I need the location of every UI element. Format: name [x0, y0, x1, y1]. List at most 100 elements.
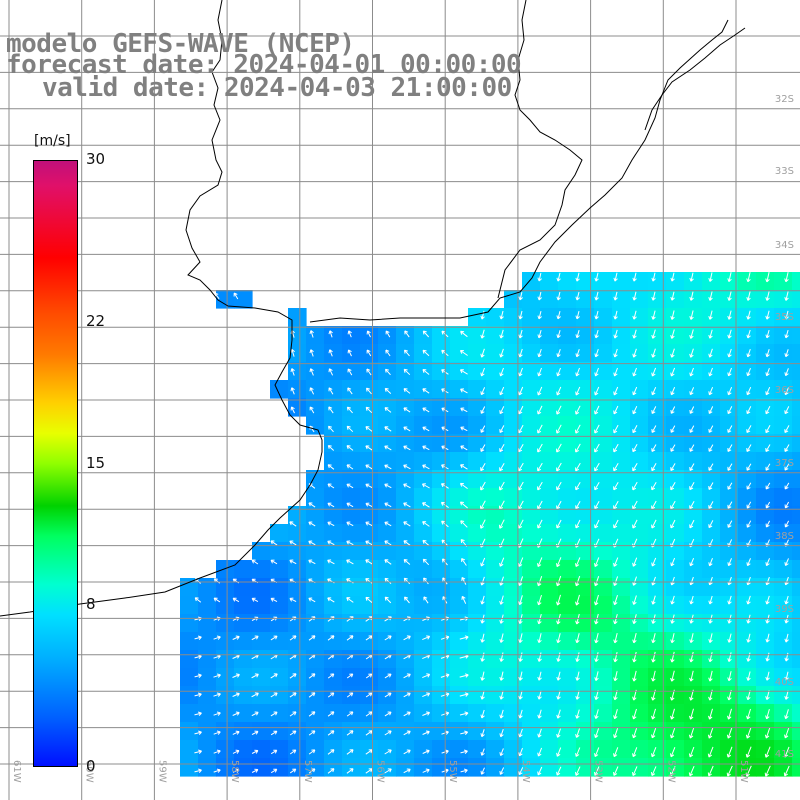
wind-speed-cell [576, 542, 595, 561]
wind-arrow [460, 445, 468, 451]
wind-arrow [499, 633, 504, 643]
wind-arrow [708, 387, 714, 396]
wind-arrow [556, 709, 561, 719]
wind-arrow [518, 386, 524, 396]
wind-speed-cell [792, 596, 800, 615]
wind-arrow [251, 673, 259, 679]
wind-arrow [499, 748, 504, 757]
wind-speed-cell [756, 362, 775, 381]
wind-arrow [727, 367, 732, 377]
wind-speed-cell [774, 506, 793, 525]
wind-arrow [518, 462, 524, 472]
wind-arrow [575, 594, 580, 606]
wind-arrow [727, 387, 733, 396]
wind-speed-cell [396, 452, 415, 471]
wind-speed-cell [486, 722, 505, 741]
wind-arrow [575, 709, 580, 719]
wind-speed-cell [792, 380, 800, 399]
wind-arrow [327, 673, 335, 679]
wind-arrow [480, 481, 486, 491]
wind-speed-cell [684, 344, 703, 363]
wind-arrow [270, 635, 278, 641]
wind-arrow [385, 368, 391, 376]
wind-speed-cell [342, 596, 361, 615]
wind-arrow [632, 291, 637, 301]
wind-arrow [575, 747, 581, 757]
wind-arrow [708, 272, 713, 282]
border-river [497, 0, 583, 299]
wind-speed-cell [684, 506, 703, 525]
wind-speed-cell [666, 344, 685, 363]
wind-speed-cell [702, 524, 721, 543]
wind-arrow [422, 330, 430, 338]
wind-speed-cell [738, 452, 757, 471]
wind-arrow [556, 462, 562, 472]
wind-arrow [670, 387, 676, 396]
colorbar-tick-label: 22 [86, 311, 106, 330]
wind-arrow [689, 367, 694, 377]
wind-speed-cell [576, 380, 595, 399]
wind-arrow [308, 692, 316, 698]
wind-arrow [784, 387, 790, 396]
wind-arrow [194, 635, 202, 641]
wind-speed-cell [468, 434, 487, 453]
wind-speed-cell [576, 704, 595, 723]
wind-speed-cell [738, 740, 757, 759]
wind-speed-cell [630, 380, 649, 399]
wind-speed-cell [450, 380, 469, 399]
wind-arrow [270, 768, 278, 774]
wind-arrow [783, 746, 790, 758]
wind-arrow [499, 348, 504, 358]
wind-arrow [404, 330, 410, 338]
wind-speed-cell [324, 344, 343, 363]
wind-arrow [632, 651, 637, 663]
wind-arrow [746, 368, 751, 377]
wind-arrow [403, 368, 411, 376]
wind-speed-cell [414, 344, 433, 363]
wind-arrow [689, 614, 694, 624]
wind-arrow [365, 673, 373, 679]
wind-speed-cell [558, 308, 577, 327]
wind-arrow [765, 291, 770, 301]
wind-arrow [727, 329, 732, 339]
wind-arrow [613, 443, 619, 453]
wind-speed-cell [216, 596, 235, 615]
wind-speed-cell [630, 398, 649, 417]
wind-arrow [594, 405, 600, 415]
wind-arrow [613, 632, 618, 644]
wind-speed-cell [522, 632, 541, 651]
wind-speed-cell [576, 434, 595, 453]
wind-speed-cell [558, 650, 577, 669]
wind-arrow [765, 501, 771, 509]
wind-speed-cell [324, 398, 343, 417]
wind-arrow [328, 349, 333, 357]
wind-arrow [556, 575, 562, 587]
wind-speed-cell [558, 686, 577, 705]
wind-arrow [670, 425, 676, 433]
wind-arrow [518, 690, 523, 700]
wind-speed-cell [234, 740, 253, 759]
wind-speed-cell [558, 758, 577, 777]
wind-arrow [403, 483, 411, 489]
wind-arrow [575, 557, 581, 568]
wind-speed-cell [432, 560, 451, 579]
wind-speed-cell [234, 722, 253, 741]
wind-arrow [708, 425, 714, 433]
wind-speed-cell [774, 686, 793, 705]
wind-arrow [784, 272, 789, 283]
wind-speed-cell [450, 416, 469, 435]
wind-speed-cell [252, 722, 271, 741]
wind-speed-cell [540, 362, 559, 381]
wind-speed-cell [738, 722, 757, 741]
wind-arrow [632, 614, 637, 625]
wind-speed-cell [630, 632, 649, 651]
wind-arrow [346, 464, 354, 470]
wind-speed-cell [612, 452, 631, 471]
wind-arrow [403, 692, 411, 698]
wind-arrow [518, 709, 523, 719]
wind-speed-cell [468, 344, 487, 363]
wind-arrow [403, 749, 411, 755]
wind-speed-cell [576, 308, 595, 327]
wind-arrow [613, 557, 619, 567]
wind-speed-cell [666, 326, 685, 345]
